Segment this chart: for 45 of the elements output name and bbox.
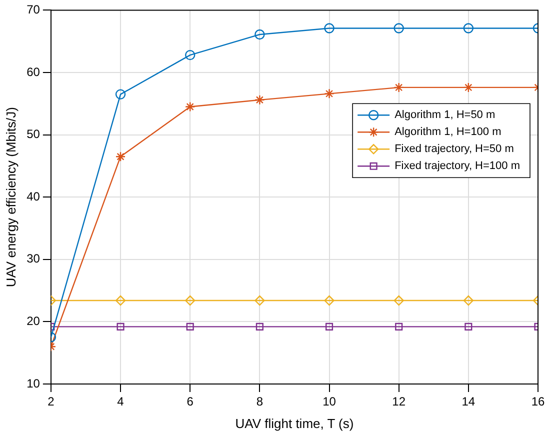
point [185, 102, 196, 112]
x-tick-label: 2 [48, 394, 55, 409]
x-tick-label: 10 [322, 394, 336, 409]
point [256, 322, 264, 330]
point [463, 82, 474, 93]
legend-label: Fixed trajectory, H=100 m [394, 160, 520, 172]
point [394, 82, 404, 93]
point [394, 23, 404, 34]
point [324, 23, 334, 34]
point [115, 152, 126, 162]
point [185, 295, 196, 306]
y-tick-label: 20 [26, 314, 40, 328]
legend-label: Fixed trajectory, H=50 m [394, 143, 514, 156]
point [254, 295, 265, 306]
point [186, 322, 194, 330]
point [394, 295, 404, 306]
point [254, 29, 265, 40]
y-tick-label: 40 [26, 189, 40, 204]
x-tick-label: 8 [256, 394, 264, 409]
legend-label: Algorithm 1, H=100 m [394, 126, 502, 138]
point [463, 295, 474, 306]
x-tick-label: 14 [462, 394, 476, 409]
point [115, 89, 126, 100]
point [116, 322, 124, 330]
y-axis-title: UAV energy efficiency (Mbits/J) [3, 107, 18, 288]
point [115, 295, 126, 306]
y-tick-label: 70 [26, 2, 40, 17]
y-tick-label: 30 [26, 252, 40, 266]
point [325, 322, 334, 330]
point [254, 94, 265, 106]
point [464, 322, 472, 330]
legend-label: Algorithm 1, H=50 m [394, 109, 496, 122]
y-tick-label: 60 [26, 64, 40, 79]
y-tick-label: 50 [26, 127, 40, 142]
x-tick-label: 16 [531, 394, 545, 409]
point [185, 50, 196, 60]
x-tick-label: 12 [392, 394, 406, 409]
x-tick-label: 4 [117, 394, 124, 409]
point [463, 23, 474, 34]
y-tick-label: 10 [26, 376, 40, 390]
x-tick-label: 6 [186, 394, 194, 409]
point [324, 88, 334, 99]
x-axis-title: UAV flight time, T (s) [235, 416, 354, 431]
point [395, 322, 403, 330]
point [324, 295, 334, 306]
